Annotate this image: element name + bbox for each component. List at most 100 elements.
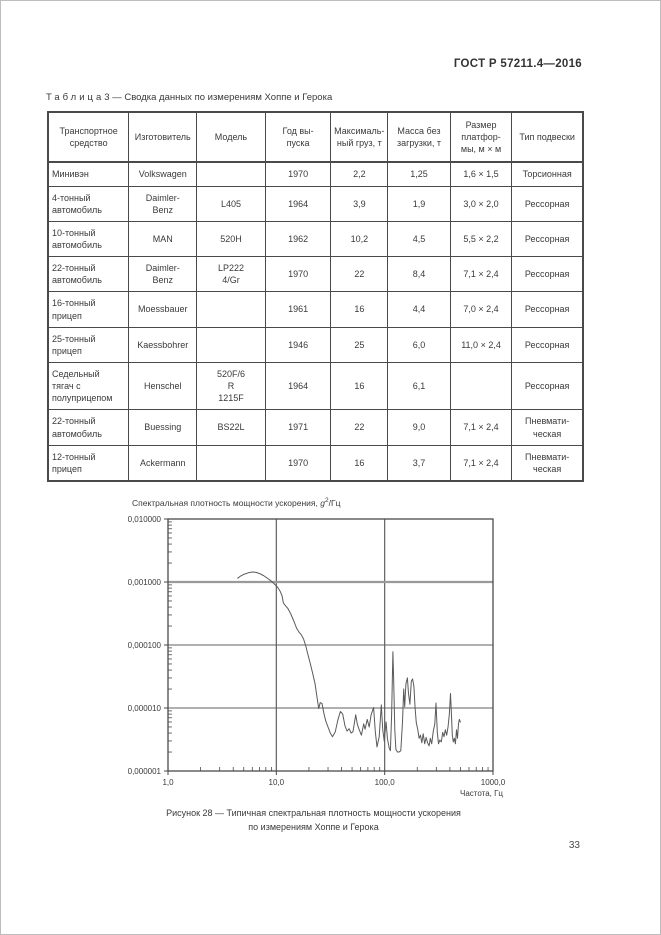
chart-title: Спектральная плотность мощности ускорени… bbox=[132, 497, 340, 508]
table-cell: Рессорная bbox=[511, 220, 584, 258]
table-cell: Пневмати- ческая bbox=[511, 444, 584, 482]
column-header: Год вы- пуска bbox=[264, 111, 332, 164]
table-row: 22-тонный автомобиль Buessing BS22L 1971 22 9… bbox=[47, 409, 584, 446]
plot-border bbox=[167, 518, 494, 772]
x-axis-label: Частота, Гц bbox=[460, 789, 503, 798]
table-title-number: 3 bbox=[104, 92, 110, 103]
psd-plot-area: 0,010000 0,001000 0,000100 0,000010 0,000001… bbox=[128, 515, 506, 798]
column-header: Тип подвески bbox=[511, 111, 584, 164]
table-title-rest: — Сводка данных по измерениям Хоппе и Ге… bbox=[112, 92, 333, 103]
table-cell: 1,25 bbox=[387, 161, 451, 187]
table-cell: 1961 bbox=[264, 291, 332, 328]
table-cell: Рессорная bbox=[511, 326, 584, 363]
table-cell: 22 bbox=[330, 256, 389, 293]
column-header: Размер платфор- мы, м × м bbox=[449, 111, 513, 164]
y-tick-label: 0,000010 bbox=[128, 704, 162, 713]
table-cell: 3,9 bbox=[330, 185, 389, 222]
table-cell: BS22L bbox=[196, 409, 266, 446]
chart-title-text: Спектральная плотность мощности ускорени… bbox=[132, 497, 321, 508]
table-cell: 520H bbox=[196, 220, 266, 258]
table-row: Минивэн Volkswagen 1970 2,2 1,25 1,6 × 1,5 Тор… bbox=[47, 161, 584, 187]
table-cell: 16 bbox=[330, 444, 389, 482]
table-cell bbox=[196, 444, 266, 482]
table-cell: 4,4 bbox=[387, 291, 451, 328]
standard-number-header: ГОСТ Р 57211.4—2016 bbox=[454, 58, 582, 70]
table-cell: MAN bbox=[128, 220, 198, 258]
table-cell bbox=[196, 161, 266, 187]
table-cell: Ackermann bbox=[128, 444, 198, 482]
table-cell: 16 bbox=[330, 361, 389, 411]
table-cell: 5,5 × 2,2 bbox=[449, 220, 513, 258]
table-cell: Buessing bbox=[128, 409, 198, 446]
table-cell: Рессорная bbox=[511, 185, 584, 222]
table-cell: Рессорная bbox=[511, 361, 584, 411]
table-cell: 16 bbox=[330, 291, 389, 328]
vehicles-data-table: Транспортное средство Изготовитель Модель Г… bbox=[47, 111, 584, 482]
table-cell: 22-тонный автомобиль bbox=[47, 409, 130, 446]
table-cell: 1970 bbox=[264, 161, 332, 187]
table-cell: Daimler- Benz bbox=[128, 256, 198, 293]
table-cell: 12-тонный прицеп bbox=[47, 444, 130, 482]
column-header: Масса без загрузки, т bbox=[387, 111, 451, 164]
table-cell: 3,7 bbox=[387, 444, 451, 482]
column-header: Транспортное средство bbox=[47, 111, 130, 164]
x-tick-label: 1,0 bbox=[162, 778, 174, 787]
y-tick-label: 0,001000 bbox=[128, 578, 162, 587]
table-header-row: Транспортное средство Изготовитель Модель Г… bbox=[47, 111, 584, 164]
table-body: Минивэн Volkswagen 1970 2,2 1,25 1,6 × 1,5 Тор… bbox=[47, 161, 584, 482]
x-tick-label: 1000,0 bbox=[481, 778, 506, 787]
table-cell: Henschel bbox=[128, 361, 198, 411]
chart-title-superscript: 2 bbox=[325, 497, 329, 504]
table-cell: 1970 bbox=[264, 256, 332, 293]
table-cell: 1,9 bbox=[387, 185, 451, 222]
table-row: 25-тонный прицеп Kaessbohrer 1946 25 6,0 11,0… bbox=[47, 326, 584, 363]
table-cell: 520F/6 R 1215F bbox=[196, 361, 266, 411]
table-cell: 11,0 × 2,4 bbox=[449, 326, 513, 363]
table-cell bbox=[196, 326, 266, 363]
table-cell: L405 bbox=[196, 185, 266, 222]
table-cell: 10,2 bbox=[330, 220, 389, 258]
table-cell: 22 bbox=[330, 409, 389, 446]
table-cell: 1970 bbox=[264, 444, 332, 482]
y-tick-label: 0,000001 bbox=[128, 767, 162, 776]
chart-title-units: /Гц bbox=[328, 497, 341, 508]
table-cell: 4,5 bbox=[387, 220, 451, 258]
table-cell: Рессорная bbox=[511, 256, 584, 293]
table-cell: Седельный тягач с полуприцепом bbox=[47, 361, 130, 411]
figure-caption: Рисунок 28 — Типичная спектральная плотн… bbox=[43, 807, 584, 835]
table-row: 16-тонный прицеп Moessbauer 1961 16 4,4 7,0 ×… bbox=[47, 291, 584, 328]
table-cell: Пневмати- ческая bbox=[511, 409, 584, 446]
table-cell: 25-тонный прицеп bbox=[47, 326, 130, 363]
x-tick-label: 10,0 bbox=[269, 778, 285, 787]
table-cell: Kaessbohrer bbox=[128, 326, 198, 363]
table-cell: 2,2 bbox=[330, 161, 389, 187]
table-cell: 1964 bbox=[264, 361, 332, 411]
table-cell: 1971 bbox=[264, 409, 332, 446]
table-title: Таблица3 — Сводка данных по измерениям Х… bbox=[46, 92, 332, 103]
column-header: Модель bbox=[196, 111, 266, 164]
table-cell: Рессорная bbox=[511, 291, 584, 328]
y-tick-label: 0,010000 bbox=[128, 515, 162, 524]
column-header: Максималь- ный груз, т bbox=[330, 111, 389, 164]
chart-title-variable: g bbox=[320, 497, 325, 508]
table-cell: 8,4 bbox=[387, 256, 451, 293]
table-cell: 7,1 × 2,4 bbox=[449, 409, 513, 446]
table-cell: 4-тонный автомобиль bbox=[47, 185, 130, 222]
table-title-word: Таблица bbox=[46, 92, 105, 103]
table-cell: 22-тонный автомобиль bbox=[47, 256, 130, 293]
table-header-row: Транспортное средство Изготовитель Модель Г… bbox=[47, 111, 584, 164]
table-cell: 9,0 bbox=[387, 409, 451, 446]
x-tick-label: 100,0 bbox=[375, 778, 396, 787]
table-cell: LP222 4/Gr bbox=[196, 256, 266, 293]
table-cell: Торсионная bbox=[511, 161, 584, 187]
table-cell bbox=[449, 361, 513, 411]
page-number: 33 bbox=[568, 840, 580, 851]
table-cell: 1946 bbox=[264, 326, 332, 363]
table-row: 10-тонный автомобиль MAN 520H 1962 10,2 4,5 5,… bbox=[47, 220, 584, 258]
table-cell: 3,0 × 2,0 bbox=[449, 185, 513, 222]
table-cell bbox=[196, 291, 266, 328]
table-cell: 10-тонный автомобиль bbox=[47, 220, 130, 258]
table-cell: 7,1 × 2,4 bbox=[449, 444, 513, 482]
psd-chart: Спектральная плотность мощности ускорени… bbox=[126, 496, 556, 807]
table-cell: 1962 bbox=[264, 220, 332, 258]
